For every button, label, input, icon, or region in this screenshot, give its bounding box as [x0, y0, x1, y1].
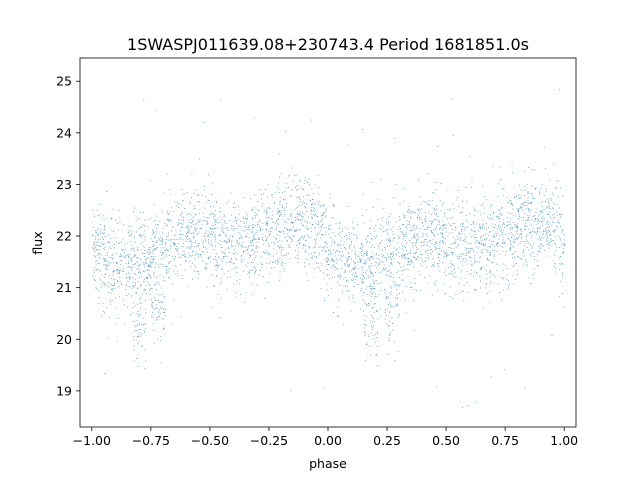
scatter-points	[91, 89, 565, 409]
y-tick-label: 19	[56, 383, 72, 398]
y-tick-label: 24	[56, 125, 72, 140]
y-axis-label: flux	[30, 231, 45, 254]
y-axis-ticks: 19 20 21 22 23 24 25	[56, 74, 80, 398]
y-tick-label: 25	[56, 74, 72, 89]
x-axis-ticks: −1.00 −0.75 −0.50 −0.25 0.00 0.25 0.50 0.75 1.00	[73, 427, 578, 448]
axes-background	[80, 58, 576, 427]
scatter-point-cloud	[91, 89, 565, 409]
x-tick-label: −1.00	[73, 433, 111, 448]
x-tick-label: 0.50	[432, 433, 460, 448]
x-tick-label: 0.75	[491, 433, 519, 448]
y-tick-label: 21	[56, 280, 72, 295]
y-tick-label: 23	[56, 177, 72, 192]
x-tick-label: −0.50	[191, 433, 229, 448]
x-tick-label: −0.75	[132, 433, 170, 448]
y-tick-label: 20	[56, 332, 72, 347]
plot-area	[79, 57, 577, 428]
chart-title: 1SWASPJ011639.08+230743.4 Period 1681851…	[127, 35, 529, 54]
x-tick-label: 0.25	[373, 433, 401, 448]
x-tick-label: 1.00	[550, 433, 578, 448]
x-axis-label: phase	[309, 456, 347, 471]
y-tick-label: 22	[56, 229, 72, 244]
x-tick-label: −0.25	[250, 433, 288, 448]
x-tick-label: 0.00	[314, 433, 342, 448]
